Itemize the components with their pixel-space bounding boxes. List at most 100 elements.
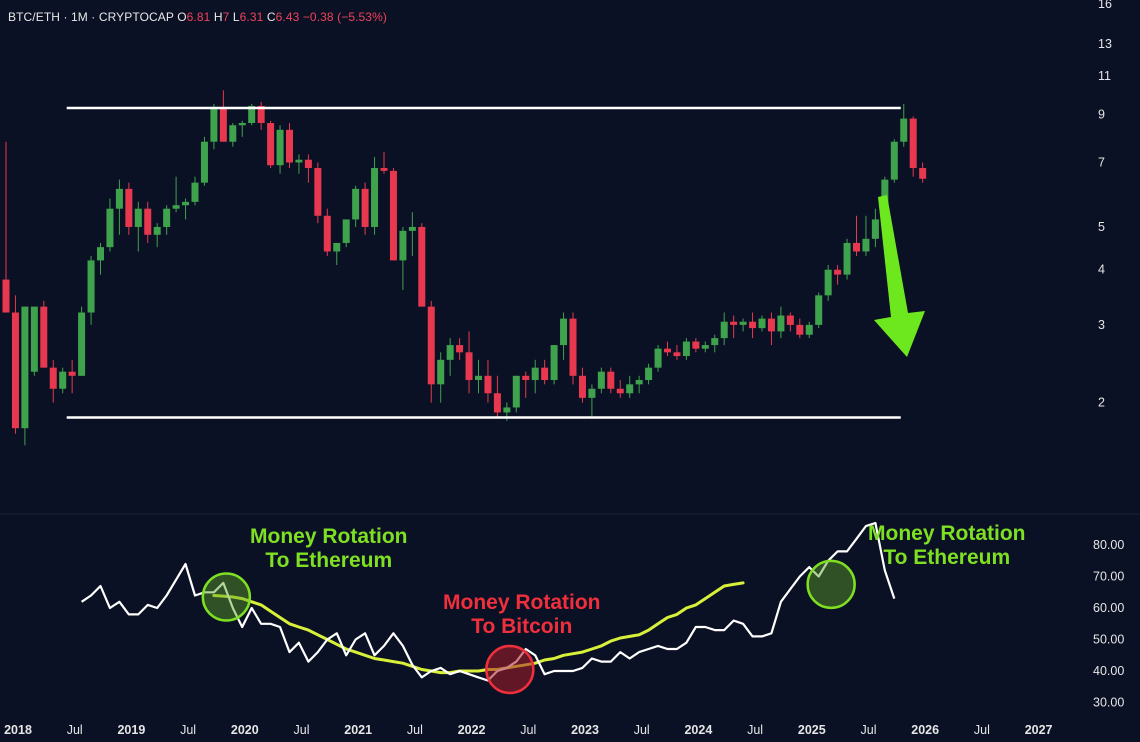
candle-body bbox=[550, 345, 558, 381]
price-tick-label: 3 bbox=[1098, 318, 1105, 332]
low-label: L bbox=[232, 10, 240, 24]
candle-body bbox=[125, 188, 133, 227]
candle-body bbox=[371, 168, 379, 227]
candle bbox=[97, 242, 104, 275]
candle-body bbox=[191, 182, 199, 202]
annotation-rotation-btc: Money Rotation To Bitcoin bbox=[443, 591, 601, 639]
candle bbox=[115, 179, 123, 235]
candle bbox=[531, 359, 539, 394]
time-axis: 2018 Jul 2019 Jul 2020 Jul 2021 Jul 2022 Jul 2023 J… bbox=[4, 723, 1052, 737]
candle-body bbox=[871, 219, 879, 239]
indicator-tick-label: 40.00 bbox=[1093, 664, 1124, 678]
candle-body bbox=[626, 384, 634, 394]
annotation-line: To Bitcoin bbox=[471, 615, 573, 638]
candle bbox=[21, 306, 29, 446]
candle bbox=[276, 125, 284, 174]
candle-body bbox=[276, 129, 284, 166]
time-tick-label: 2021 bbox=[344, 723, 372, 737]
candle bbox=[871, 208, 879, 248]
rsi-moving-average-line bbox=[212, 581, 745, 675]
range-lines bbox=[66, 106, 901, 419]
candle bbox=[569, 312, 577, 385]
candle-body bbox=[493, 393, 501, 413]
indicator-axis: 30.00 40.00 50.00 60.00 70.00 80.00 bbox=[1093, 538, 1124, 710]
time-tick-label: Jul bbox=[180, 723, 196, 737]
candle bbox=[890, 139, 898, 183]
candle bbox=[560, 312, 568, 360]
change-value: −0.38 (−5.53%) bbox=[302, 10, 387, 24]
candle-body bbox=[673, 352, 681, 357]
rotation-circle-right bbox=[806, 559, 856, 610]
candle-body bbox=[219, 108, 227, 142]
candle bbox=[191, 176, 199, 206]
candle bbox=[389, 168, 397, 261]
time-tick-label: 2019 bbox=[117, 723, 145, 737]
candle bbox=[597, 367, 605, 394]
indicator-tick-label: 50.00 bbox=[1093, 633, 1124, 647]
time-tick-label: Jul bbox=[861, 723, 877, 737]
candle-body bbox=[144, 208, 152, 235]
candle bbox=[758, 315, 766, 332]
candle bbox=[314, 162, 322, 224]
time-tick-label: 2020 bbox=[231, 723, 259, 737]
candle-body bbox=[200, 141, 208, 183]
candle bbox=[11, 295, 19, 434]
candle bbox=[323, 208, 331, 256]
candle bbox=[30, 306, 38, 376]
candle-body bbox=[380, 168, 388, 171]
candle bbox=[749, 312, 757, 339]
candle-body bbox=[323, 215, 331, 252]
time-tick-label: 2022 bbox=[458, 723, 486, 737]
candle bbox=[853, 215, 860, 256]
candle bbox=[626, 375, 634, 398]
time-tick-label: 2025 bbox=[798, 723, 826, 737]
candle-body bbox=[40, 306, 48, 368]
candle bbox=[512, 375, 520, 413]
high-value: 7 bbox=[222, 10, 230, 24]
candle-body bbox=[805, 324, 813, 335]
time-tick-label: Jul bbox=[520, 723, 536, 737]
candle-body bbox=[919, 168, 927, 179]
candle-body bbox=[560, 318, 568, 346]
candle bbox=[172, 176, 180, 213]
candle-body bbox=[843, 242, 851, 275]
price-tick-label: 7 bbox=[1098, 155, 1105, 169]
annotation-line: Money Rotation bbox=[250, 525, 408, 548]
time-tick-label: Jul bbox=[294, 723, 310, 737]
candle bbox=[862, 215, 870, 256]
open-value: 6.81 bbox=[186, 10, 211, 24]
candle-body bbox=[682, 341, 690, 357]
candle-body bbox=[749, 321, 757, 329]
annotation-line: Money Rotation bbox=[443, 591, 601, 614]
candle-body bbox=[49, 367, 57, 389]
candle bbox=[673, 345, 681, 360]
price-tick-label: 11 bbox=[1098, 69, 1111, 83]
candle bbox=[210, 103, 218, 150]
candle-body bbox=[408, 226, 416, 231]
candle-body bbox=[890, 141, 898, 180]
candle bbox=[200, 136, 208, 186]
candle-body bbox=[134, 208, 142, 227]
price-axis: 2 3 4 5 7 9 11 13 16 bbox=[1098, 0, 1112, 410]
candle-body bbox=[786, 315, 794, 325]
candle bbox=[257, 101, 265, 130]
time-tick-label: Jul bbox=[634, 723, 650, 737]
candle-body bbox=[11, 312, 19, 429]
candle-body bbox=[824, 269, 832, 296]
indicator-tick-label: 80.00 bbox=[1093, 538, 1124, 552]
candle-body bbox=[314, 168, 322, 216]
candle bbox=[2, 141, 10, 313]
candle-body bbox=[68, 371, 76, 376]
candle bbox=[550, 345, 558, 385]
candle-body bbox=[115, 188, 123, 209]
candle-body bbox=[578, 375, 586, 398]
candle bbox=[342, 219, 350, 248]
candle-body bbox=[286, 129, 293, 163]
candle bbox=[616, 380, 624, 398]
candle-body bbox=[446, 345, 454, 360]
time-tick-label: 2024 bbox=[684, 723, 712, 737]
candle-body bbox=[758, 318, 766, 329]
time-tick-label: 2018 bbox=[4, 723, 32, 737]
time-tick-label: 2027 bbox=[1025, 723, 1053, 737]
candle bbox=[229, 123, 237, 147]
